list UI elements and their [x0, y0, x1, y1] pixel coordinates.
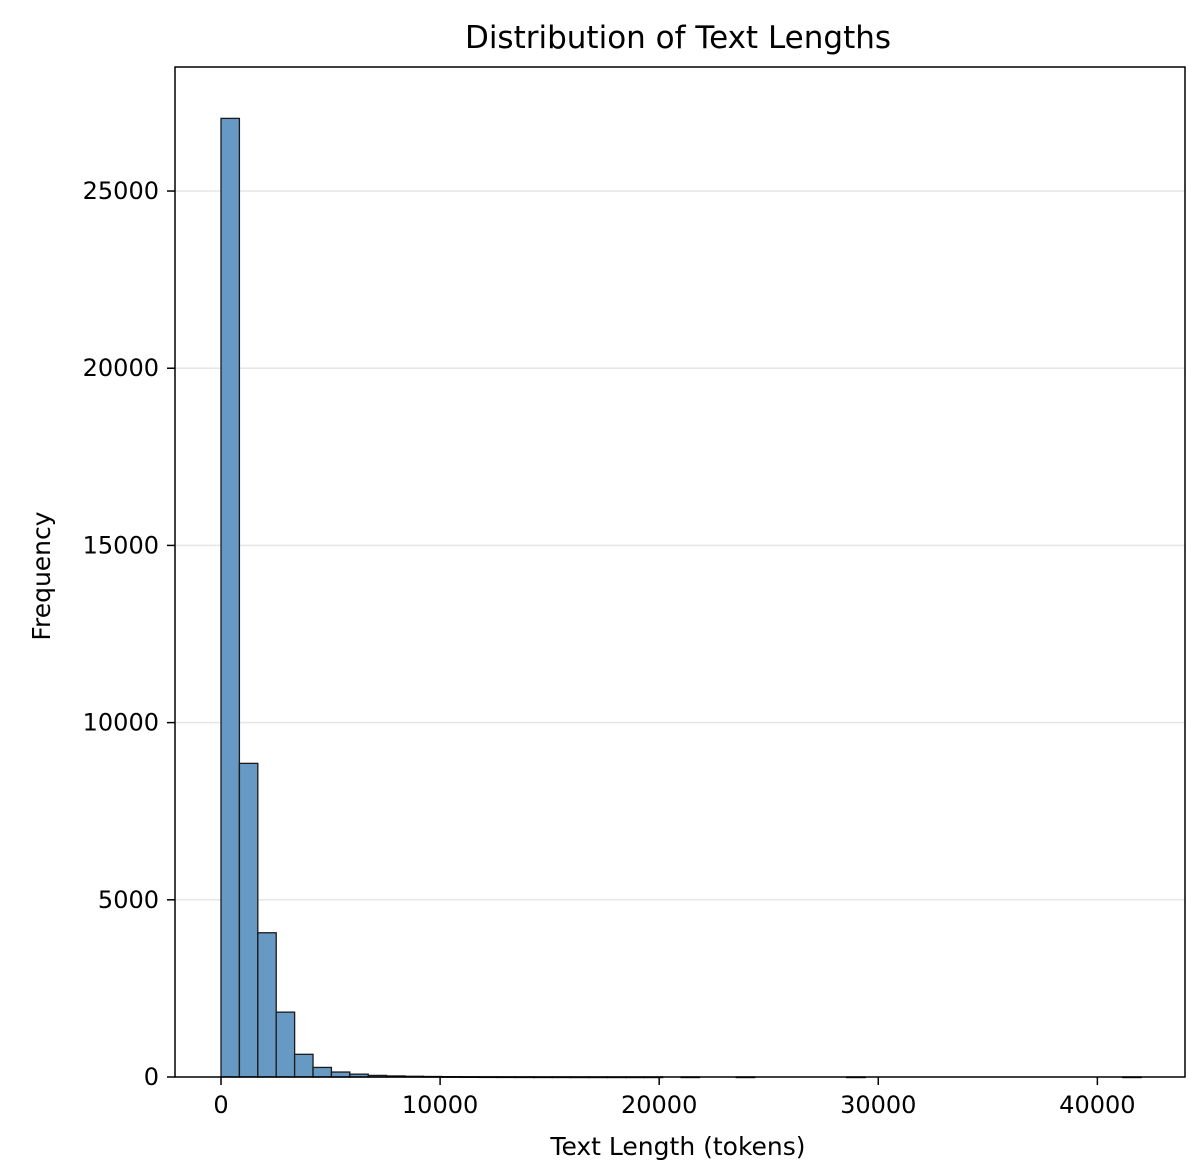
y-axis-label: Frequency — [27, 511, 56, 640]
x-tick-label: 10000 — [402, 1091, 478, 1119]
histogram-bar — [257, 932, 277, 1078]
x-tick-label: 30000 — [840, 1091, 916, 1119]
histogram-bar — [275, 1011, 296, 1078]
x-axis-label: Text Length (tokens) — [549, 1132, 805, 1161]
gridlines — [175, 190, 1185, 901]
y-tick-label: 5000 — [98, 886, 159, 914]
chart-title: Distribution of Text Lengths — [465, 20, 891, 56]
histogram-bar — [220, 117, 241, 1078]
y-axis-ticks: 0 5000 10000 15000 20000 25000 — [83, 177, 175, 1091]
x-tick-label: 40000 — [1059, 1091, 1135, 1119]
histogram-bar — [238, 762, 259, 1078]
histogram-bar — [312, 1066, 333, 1078]
y-tick-label: 0 — [144, 1063, 159, 1091]
histogram-bar — [293, 1053, 314, 1078]
x-axis-ticks: 0 10000 20000 30000 40000 — [213, 1077, 1136, 1119]
plot-frame — [174, 66, 1186, 1078]
x-tick-label: 20000 — [621, 1091, 697, 1119]
y-tick-label: 10000 — [83, 709, 159, 737]
histogram-bars — [220, 117, 1142, 1079]
x-tick-label: 0 — [213, 1091, 228, 1119]
y-tick-label: 25000 — [83, 177, 159, 205]
y-tick-label: 20000 — [83, 354, 159, 382]
y-tick-label: 15000 — [83, 531, 159, 559]
